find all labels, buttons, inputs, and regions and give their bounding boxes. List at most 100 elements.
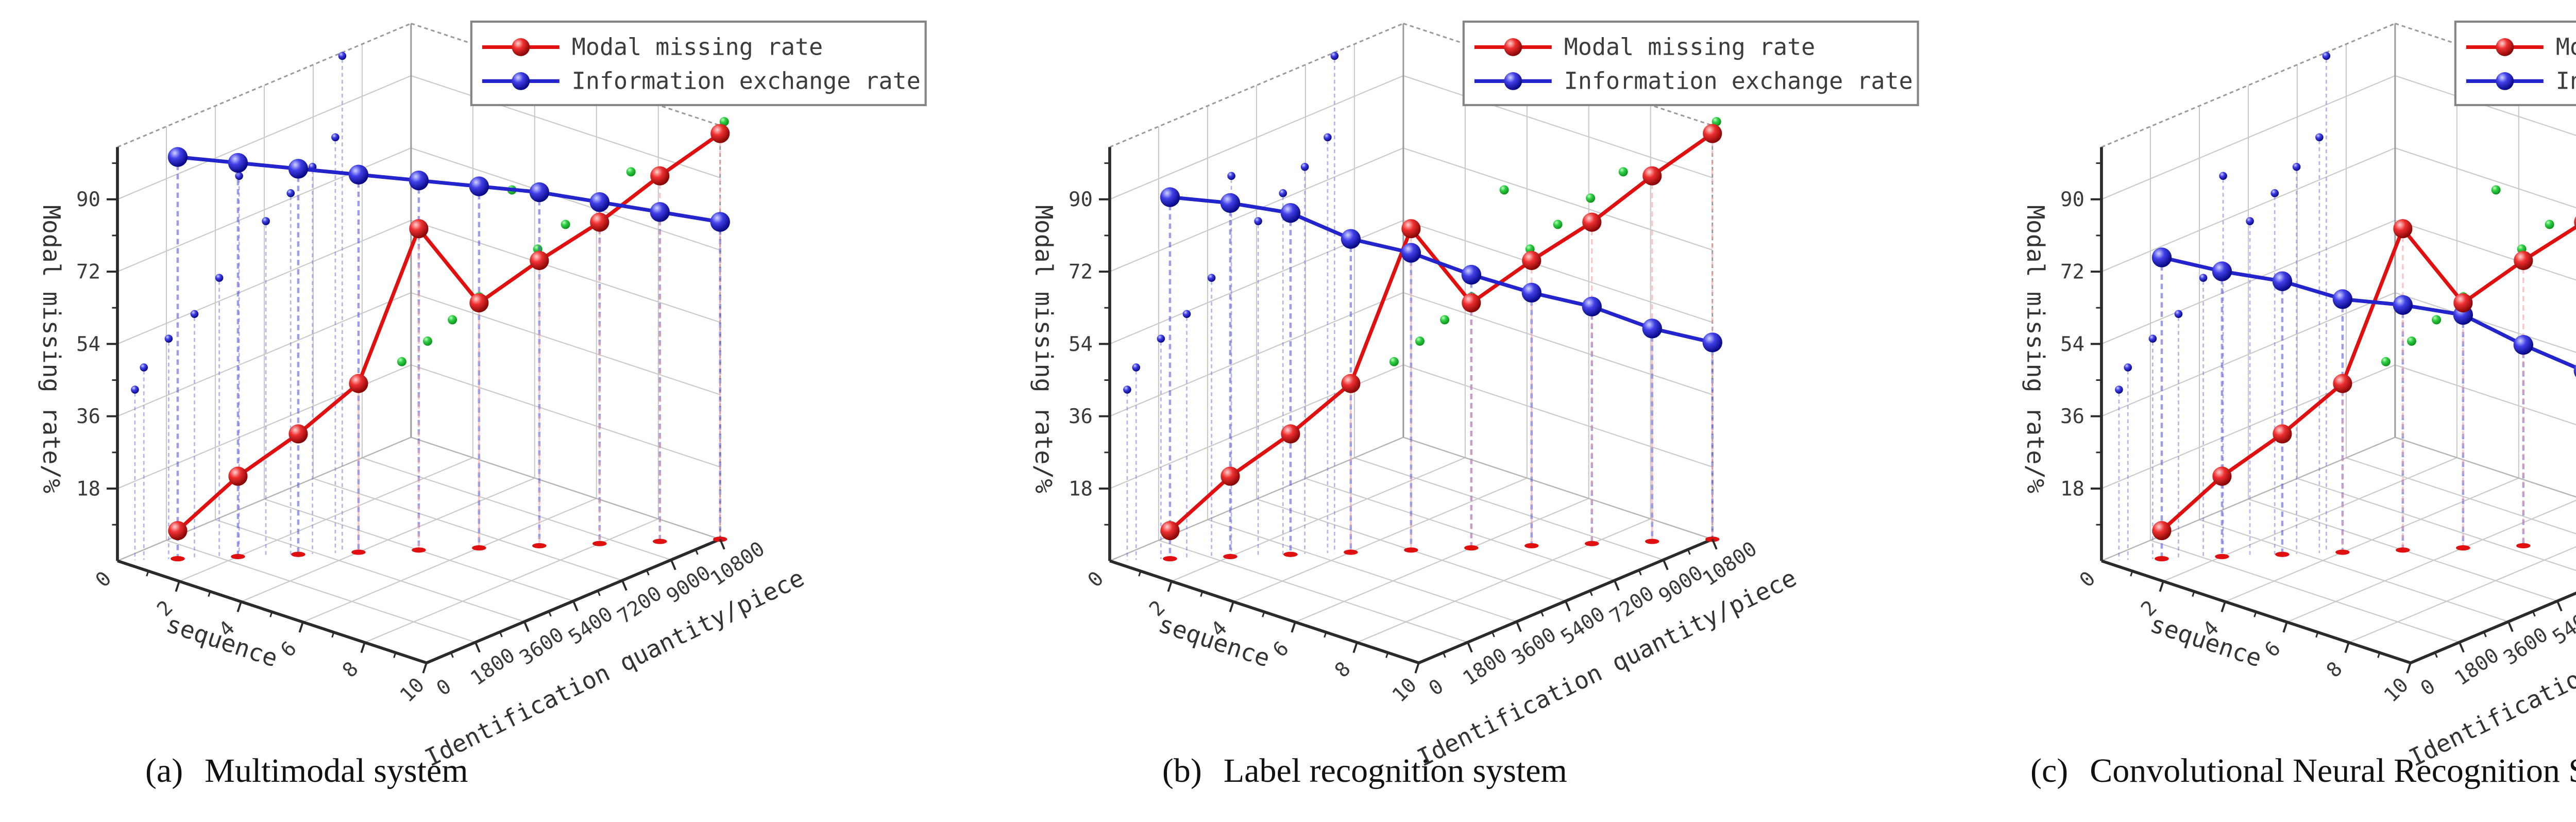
data-point-blue	[1521, 282, 1541, 303]
data-point-red	[1160, 521, 1180, 541]
aux-blue-dot	[215, 274, 224, 282]
red-floor-dash	[1223, 553, 1238, 560]
axes	[106, 162, 725, 674]
data-point-blue	[1160, 187, 1180, 207]
x-tick	[1167, 581, 1173, 592]
y-tick-label: 5400	[2549, 602, 2576, 649]
aux-blue-dot	[2270, 189, 2279, 197]
z-tick-label: 90	[1069, 188, 1093, 211]
z-tick-label: 18	[2060, 478, 2084, 501]
x-tick-label: 8	[1330, 657, 1355, 682]
x-tick-label: 8	[2323, 657, 2347, 682]
aux-blue-dot	[2315, 133, 2324, 142]
red-floor-dash	[1584, 541, 1599, 546]
data-point-red	[1220, 466, 1240, 486]
red-floor-dash	[231, 553, 245, 560]
gridline-floor-y	[1354, 457, 1664, 561]
gridline-floor-y	[2297, 478, 2576, 571]
z-tick-label: 18	[1069, 478, 1093, 501]
axes	[2091, 162, 2563, 674]
z-tick-label: 36	[1069, 405, 1093, 428]
data-point-red	[530, 250, 549, 271]
gridline-z-rightwall	[2395, 364, 2576, 425]
y-tick	[597, 590, 601, 596]
x-tick	[1385, 652, 1388, 658]
aux-blue-dot	[1300, 162, 1309, 171]
edge-floor-back	[411, 437, 721, 540]
caption-index-label: (c)	[2030, 752, 2068, 790]
y-tick	[646, 569, 650, 576]
y-tick	[1687, 549, 1691, 555]
x-tick	[1229, 601, 1234, 613]
caption-text: Convolutional Neural Recognition System	[2090, 752, 2576, 790]
aux-blue-dot	[1123, 385, 1131, 394]
red-series-line	[176, 132, 721, 532]
gridline-floor-y	[2150, 540, 2460, 643]
y-tick	[572, 600, 579, 612]
z-tick-label: 54	[1069, 333, 1093, 356]
y-tick	[1638, 569, 1642, 576]
y-tick	[2483, 631, 2487, 638]
y-tick	[1662, 559, 1669, 571]
aux-green-dot	[626, 167, 636, 177]
floor-markers	[1162, 536, 1720, 562]
data-point-red	[289, 424, 308, 444]
blue-series-line	[177, 155, 721, 224]
caption: (a) Multimodal system	[145, 752, 468, 790]
aux-green-dot	[2545, 220, 2554, 229]
caption-text: Multimodal system	[205, 752, 468, 790]
x-tick-label: 10	[1388, 674, 1421, 707]
edge-top-left	[1109, 23, 1404, 148]
aux-blue-dot	[2199, 274, 2208, 282]
aux-blue-dot	[2174, 310, 2183, 318]
gridline-floor-y	[215, 519, 525, 623]
x-tick	[1199, 591, 1204, 597]
aux-blue-dot	[1330, 52, 1338, 60]
z-tick-label: 72	[1069, 261, 1093, 284]
aux-green-dot	[1553, 220, 1563, 229]
y-tick-label: 5400	[1556, 602, 1609, 649]
aux-green-dot	[1711, 117, 1721, 127]
red-floor-dash	[171, 556, 185, 562]
red-floor-dash	[2516, 543, 2531, 549]
data-point-red	[2273, 424, 2292, 444]
legend-point-swatch	[512, 38, 530, 56]
data-point-red	[2333, 374, 2352, 393]
y-tick	[548, 611, 552, 617]
data-point-blue	[409, 170, 429, 191]
y-tick	[450, 652, 454, 658]
x-tick-label: 10	[396, 674, 429, 707]
legend-label: Information exchange rate	[572, 67, 921, 94]
data-point-red	[2393, 219, 2413, 239]
y-tick-label: 1800	[2451, 644, 2504, 691]
legend-item-information-exchange-rate: Information exchange rate	[482, 67, 921, 94]
red-floor-dash	[2335, 549, 2350, 555]
y-tick-label: 0	[1425, 675, 1448, 700]
red-floor-dash	[652, 539, 667, 544]
data-point-red	[2574, 216, 2576, 228]
x-tick	[1352, 642, 1358, 653]
aux-blue-dot	[164, 334, 173, 343]
z-tick-label: 90	[76, 188, 100, 211]
x-tick	[2315, 632, 2319, 638]
aux-blue-dot	[1157, 334, 1165, 343]
x-tick-label: 10	[2380, 674, 2413, 707]
gridline-z-rightwall	[1403, 75, 1713, 178]
y-tick	[1589, 590, 1593, 596]
y-tick	[1515, 621, 1522, 632]
gridline-floor-y	[2199, 519, 2509, 623]
data-point-red	[228, 466, 248, 486]
red-floor-dash	[2215, 553, 2230, 560]
red-floor-dash	[532, 543, 547, 549]
legend-label: Modal missing rate	[1564, 33, 1815, 60]
red-floor-dash	[472, 545, 486, 551]
blue-series-line	[2161, 255, 2576, 370]
y-tick	[1711, 539, 1718, 550]
legend-point-swatch	[2496, 72, 2514, 90]
legend-box	[2454, 20, 2576, 106]
red-floor-dash	[1403, 547, 1418, 553]
data-point-blue	[228, 153, 248, 173]
y-tick	[523, 621, 530, 632]
red-floor-dash	[1343, 549, 1358, 555]
red-floor-dash	[1524, 543, 1539, 549]
